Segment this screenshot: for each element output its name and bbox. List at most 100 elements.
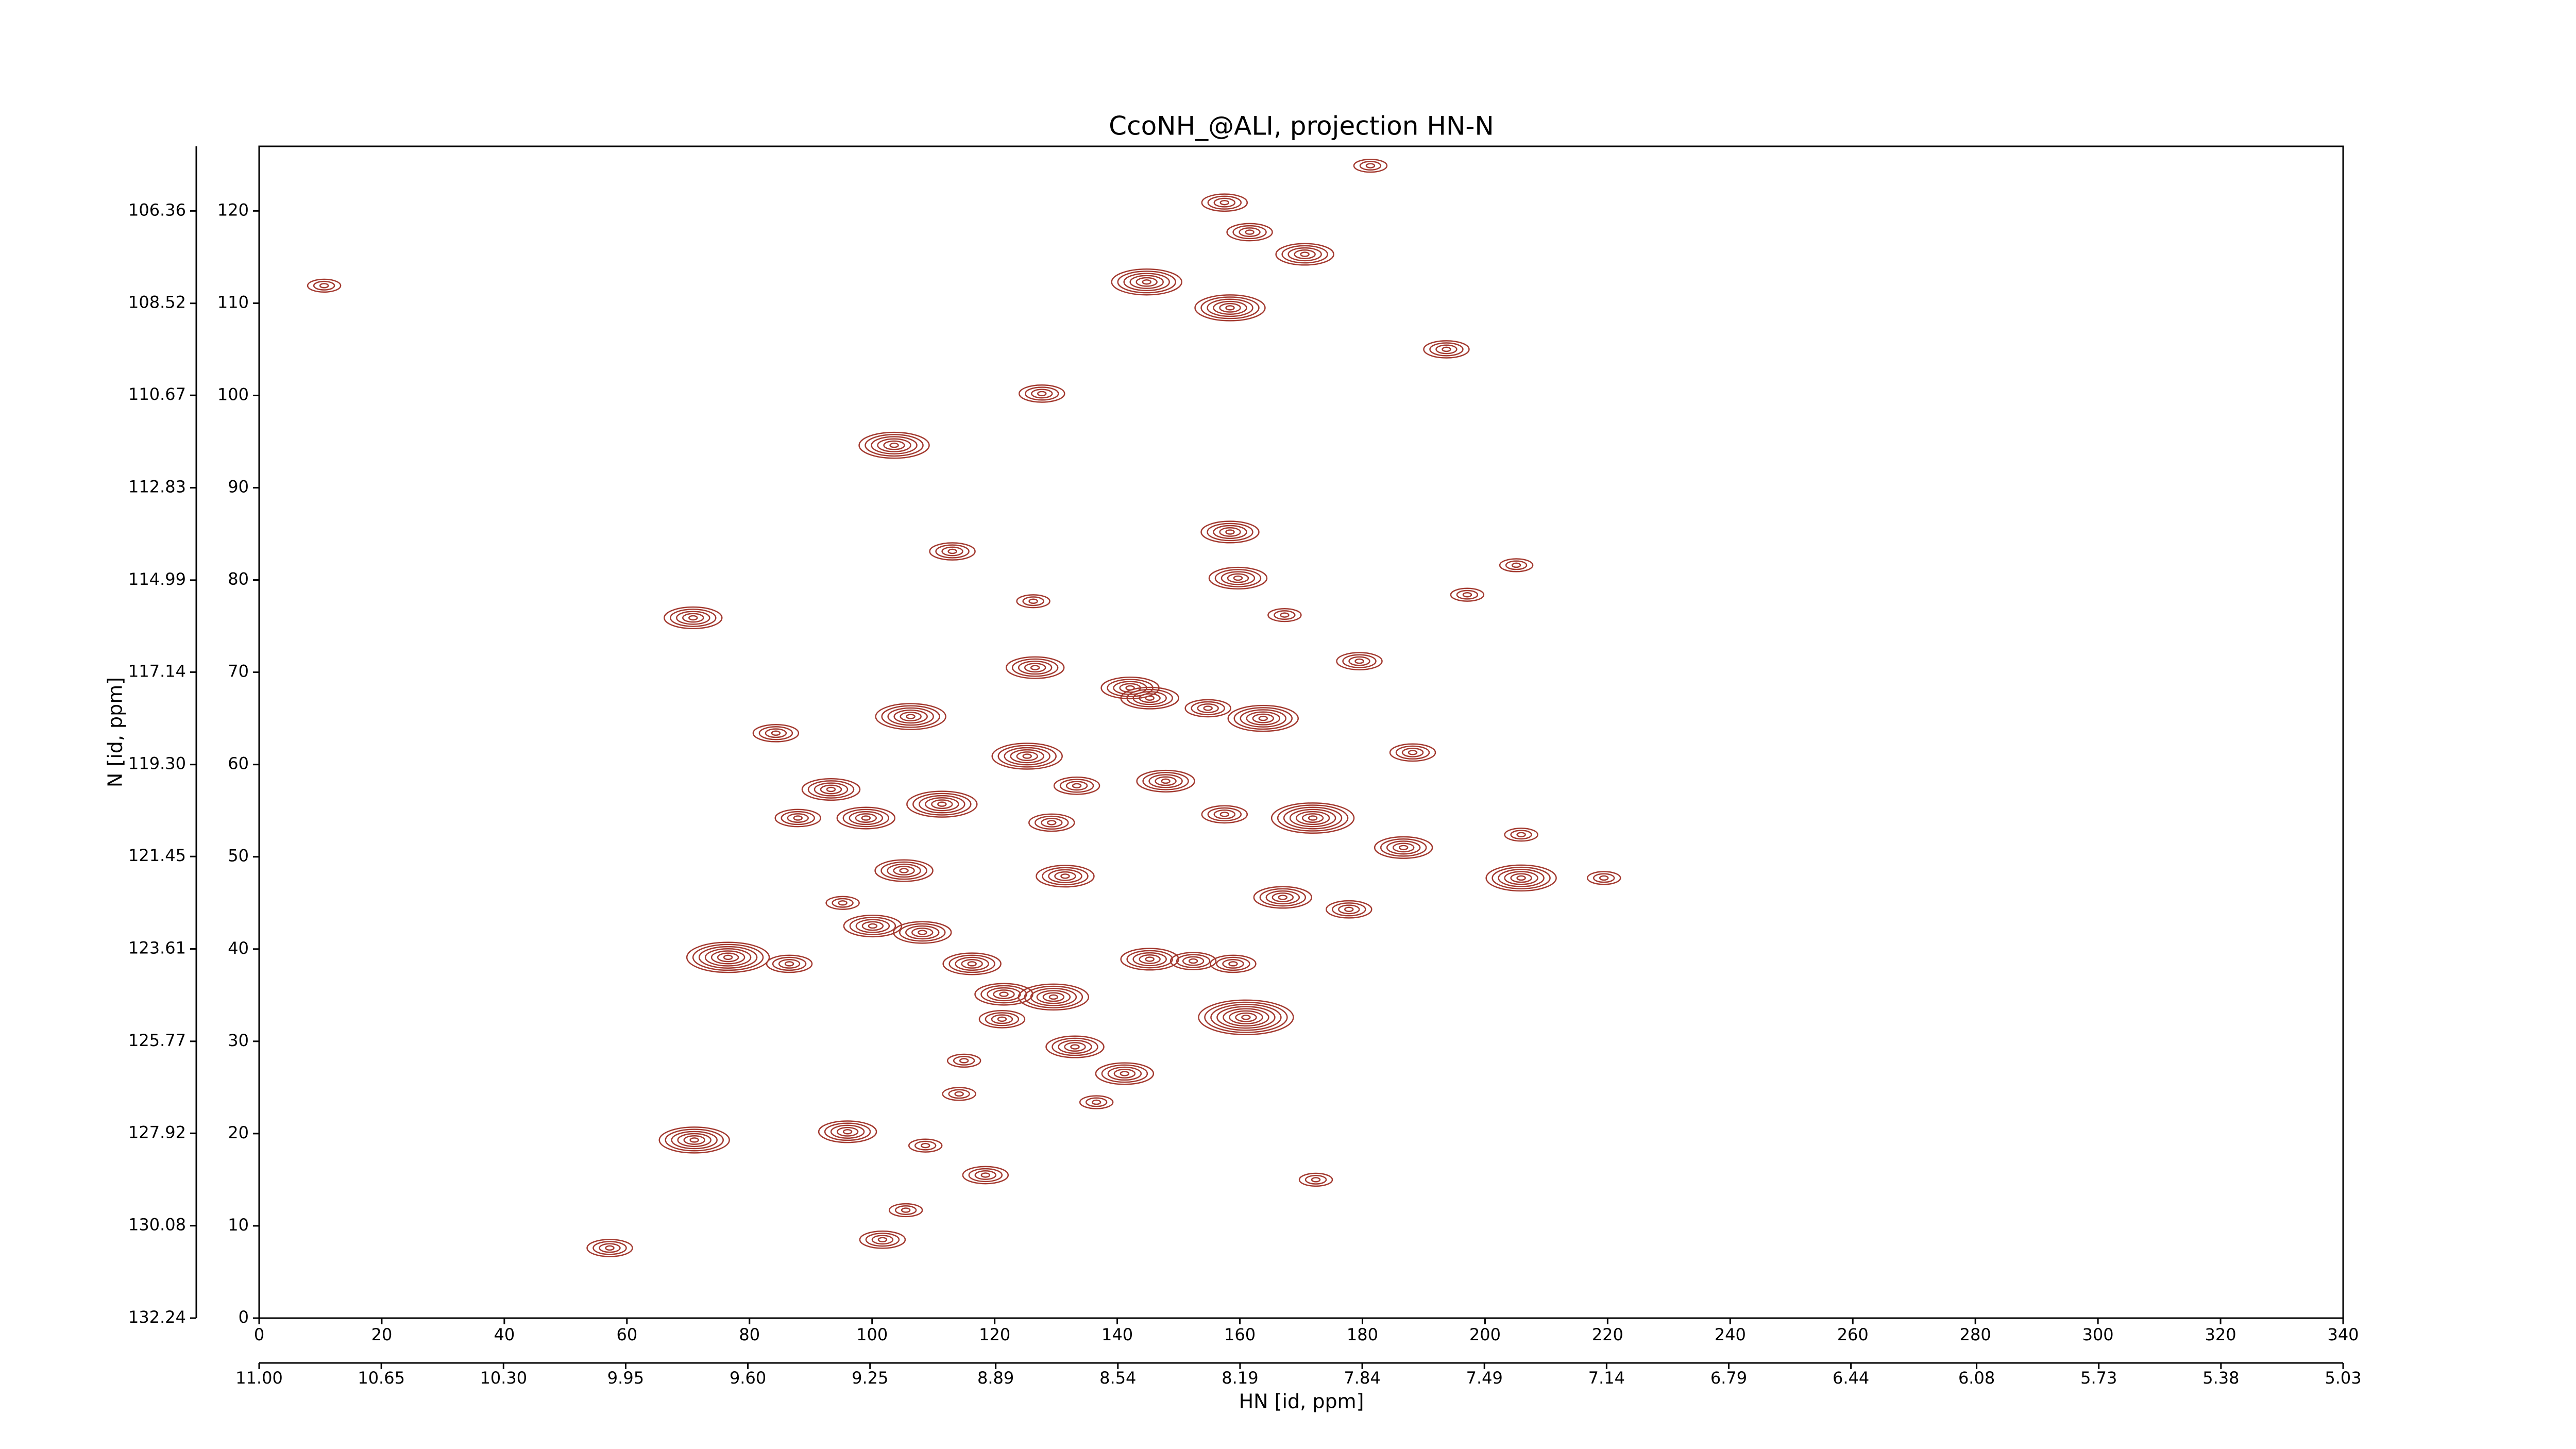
contour-ring: [920, 1142, 930, 1149]
contour-ring: [1028, 598, 1038, 604]
contour-ring: [925, 797, 959, 812]
contour-ring: [997, 745, 1057, 768]
contour-ring: [893, 866, 915, 876]
x2-tick-label: 11.00: [235, 1368, 283, 1388]
contour-ring: [1184, 699, 1231, 718]
contour-ring: [1070, 1044, 1080, 1050]
contour-ring: [1052, 1037, 1098, 1056]
contour-ring: [1036, 865, 1095, 888]
contour-ring: [766, 954, 813, 973]
contour-ring: [1219, 199, 1230, 206]
contour-ring: [1504, 871, 1538, 885]
contour-ring: [824, 1122, 871, 1141]
contour-ring: [1599, 875, 1609, 881]
contour-ring: [677, 1133, 711, 1148]
x-tick-label: 260: [1837, 1325, 1869, 1344]
contour-ring: [1359, 161, 1382, 171]
contour-ring: [1216, 1006, 1276, 1029]
contour-ring: [937, 801, 947, 807]
contour-ring: [1259, 888, 1307, 907]
y-tick-label: 10: [228, 1215, 249, 1235]
y-tick-label: 90: [228, 477, 249, 497]
contour-ring: [962, 1166, 1009, 1185]
x-tick-label: 240: [1715, 1325, 1746, 1344]
y2-tick-label: 110.67: [128, 384, 186, 404]
contour-ring: [1241, 1015, 1251, 1020]
contour-ring: [686, 941, 770, 973]
contour-ring: [1213, 300, 1247, 315]
contour-ring: [1161, 778, 1171, 784]
contour-ring: [1107, 1066, 1142, 1081]
contour-ring: [888, 1203, 923, 1218]
contour-ring: [893, 709, 928, 724]
y-tick-label: 20: [228, 1123, 249, 1142]
contour-ring: [1204, 1001, 1288, 1033]
contour-ring: [1207, 195, 1242, 210]
contour-ring: [599, 1243, 621, 1253]
contour-ring: [1058, 1039, 1092, 1054]
contour-ring: [688, 615, 698, 621]
contour-ring: [807, 780, 855, 799]
contour-ring: [1504, 828, 1538, 842]
contour-ring: [914, 1140, 937, 1151]
contour-ring: [1201, 805, 1248, 824]
contour-ring: [1277, 804, 1349, 832]
contour-ring: [836, 806, 896, 830]
x2-tick-label: 9.95: [607, 1368, 644, 1388]
contour-ring: [1060, 873, 1070, 879]
contour-ring: [826, 786, 836, 793]
contour-ring: [1344, 906, 1354, 913]
contour-ring: [1389, 743, 1436, 762]
contour-ring: [1210, 1004, 1282, 1031]
contour-ring: [1456, 589, 1479, 600]
contour-ring: [1380, 838, 1427, 857]
contour-ring: [859, 1230, 906, 1249]
contour-ring: [908, 1138, 943, 1153]
contour-ring: [1342, 654, 1377, 668]
contour-ring: [765, 728, 787, 738]
contour-ring: [1030, 665, 1040, 670]
contour-ring: [1511, 562, 1521, 568]
x-tick-label: 60: [616, 1325, 637, 1344]
contour-ring: [814, 782, 849, 797]
x2-tick-label: 5.38: [2202, 1368, 2239, 1388]
contour-ring: [1148, 774, 1183, 788]
contour-ring: [670, 609, 717, 627]
contour-ring: [1123, 273, 1170, 292]
contour-ring: [955, 956, 989, 971]
y-axis-label: N [id, ppm]: [104, 677, 127, 787]
contour-ring: [689, 1137, 699, 1143]
contour-ring: [605, 1245, 615, 1251]
contour-ring: [586, 1239, 633, 1257]
contour-ring: [1145, 956, 1155, 962]
contour-ring: [918, 930, 927, 935]
contour-ring: [849, 811, 884, 825]
contour-ring: [1398, 845, 1409, 851]
contour-ring: [1301, 813, 1324, 823]
contour-ring: [935, 544, 970, 559]
x-tick-label: 80: [739, 1325, 760, 1344]
y2-tick-label: 106.36: [128, 200, 186, 220]
contour-ring: [1401, 747, 1424, 757]
contour-ring: [1280, 612, 1290, 618]
x-tick-label: 180: [1347, 1325, 1378, 1344]
contour-ring: [974, 983, 1033, 1006]
contour-ring: [752, 723, 800, 743]
contour-ring: [830, 1124, 865, 1139]
contour-ring: [905, 925, 940, 940]
contour-ring: [1227, 573, 1249, 583]
y2-tick-label: 112.83: [128, 477, 186, 497]
contour-ring: [1132, 691, 1167, 705]
contour-ring: [1208, 566, 1268, 590]
x-tick-label: 320: [2205, 1325, 2236, 1344]
contour-ring: [1045, 1035, 1105, 1058]
contour-ring: [1035, 815, 1069, 830]
contour-ring: [865, 434, 924, 457]
contour-ring: [900, 712, 922, 722]
contour-ring: [1142, 279, 1151, 285]
y2-tick-label: 123.61: [128, 938, 186, 958]
contour-ring: [987, 987, 1021, 1002]
contour-ring: [1235, 1012, 1257, 1022]
contour-ring: [861, 815, 871, 821]
